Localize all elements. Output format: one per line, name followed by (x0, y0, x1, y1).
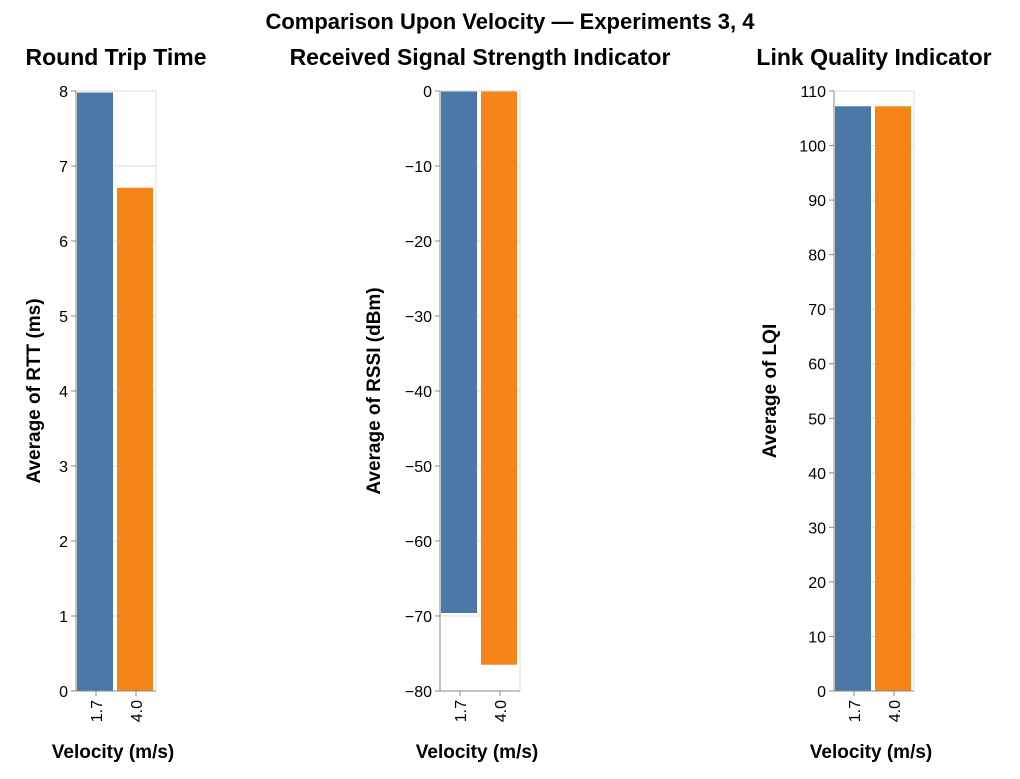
rtt-x-tick-label-4-0: 4.0 (129, 700, 146, 722)
rtt-y-tick-label: 2 (59, 534, 68, 551)
rtt-y-tick-label: 7 (59, 159, 68, 176)
rtt-bar-1-7 (77, 92, 113, 691)
rssi-y-tick-label: −70 (405, 609, 432, 626)
rtt-y-tick-label: 5 (59, 309, 68, 326)
rtt-x-axis-title: Velocity (m/s) (52, 742, 175, 763)
lqi-panel-title: Link Quality Indicator (756, 44, 991, 70)
lqi-y-tick-label: 90 (808, 193, 826, 210)
rtt-y-axis-title: Average of RTT (ms) (24, 298, 45, 483)
lqi-y-tick-label: 50 (808, 411, 826, 428)
lqi-bar-4-0 (875, 106, 911, 692)
rssi-bar-1-7 (441, 91, 477, 613)
rssi-y-tick-label: −50 (405, 459, 432, 476)
lqi-y-tick-label: 60 (808, 357, 826, 374)
figure-title: Comparison Upon Velocity — Experiments 3… (265, 9, 755, 34)
rtt-y-tick-label: 4 (59, 384, 68, 401)
lqi-y-tick-label: 40 (808, 466, 826, 483)
rssi-x-axis: 1.7 4.0 (440, 690, 520, 722)
rssi-y-tick-label: −30 (405, 309, 432, 326)
rtt-panel: Round Trip Time 0 1 2 3 4 5 6 7 8 1.7 4.0 Average… (24, 44, 207, 763)
rtt-panel-title: Round Trip Time (25, 44, 206, 70)
rssi-bars (441, 91, 517, 665)
rssi-y-tick-label: −20 (405, 234, 432, 251)
lqi-y-axis: 0 10 20 30 40 50 60 70 80 90 100 110 (799, 84, 835, 701)
rssi-y-tick-label: −80 (405, 684, 432, 701)
rssi-x-tick-label-1-7: 1.7 (453, 700, 470, 722)
rtt-y-tick-label: 0 (59, 684, 68, 701)
rssi-y-tick-label: 0 (423, 84, 432, 101)
rssi-y-tick-label: −60 (405, 534, 432, 551)
rssi-y-tick-label: −10 (405, 159, 432, 176)
rtt-x-axis: 1.7 4.0 (76, 690, 156, 722)
rssi-panel: Received Signal Strength Indicator 0 −10 −… (290, 44, 671, 763)
rtt-y-tick-label: 1 (59, 609, 68, 626)
rtt-y-tick-label: 6 (59, 234, 68, 251)
lqi-bars (835, 106, 911, 692)
rssi-y-axis-title: Average of RSSI (dBm) (364, 287, 385, 494)
rssi-panel-title: Received Signal Strength Indicator (290, 44, 671, 70)
lqi-x-tick-label-1-7: 1.7 (847, 700, 864, 722)
rssi-x-axis-title: Velocity (m/s) (416, 742, 539, 763)
lqi-x-axis-title: Velocity (m/s) (810, 742, 933, 763)
lqi-y-tick-label: 30 (808, 520, 826, 537)
rtt-x-tick-label-1-7: 1.7 (89, 700, 106, 722)
rtt-y-tick-label: 8 (59, 84, 68, 101)
lqi-x-tick-label-4-0: 4.0 (887, 700, 904, 722)
rtt-bar-4-0 (117, 187, 153, 691)
rtt-y-tick-label: 3 (59, 459, 68, 476)
rtt-bars (77, 92, 153, 691)
rssi-y-axis: 0 −10 −20 −30 −40 −50 −60 −70 −80 (405, 84, 441, 701)
lqi-y-axis-title: Average of LQI (760, 324, 781, 458)
lqi-x-axis: 1.7 4.0 (834, 690, 914, 722)
lqi-y-tick-label: 20 (808, 575, 826, 592)
lqi-y-tick-label: 110 (800, 84, 826, 101)
lqi-y-tick-label: 10 (808, 629, 826, 646)
lqi-bar-1-7 (835, 106, 871, 692)
rssi-x-tick-label-4-0: 4.0 (493, 700, 510, 722)
lqi-panel: Link Quality Indicator 0 10 20 30 40 50 60 70 80… (756, 44, 991, 763)
rssi-bar-4-0 (481, 91, 517, 665)
rtt-y-axis: 0 1 2 3 4 5 6 7 8 (59, 84, 77, 701)
lqi-y-tick-label: 70 (808, 302, 826, 319)
rssi-y-tick-label: −40 (405, 384, 432, 401)
lqi-y-tick-label: 80 (808, 248, 826, 265)
lqi-y-tick-label: 100 (799, 139, 826, 156)
lqi-y-tick-label: 0 (817, 684, 826, 701)
